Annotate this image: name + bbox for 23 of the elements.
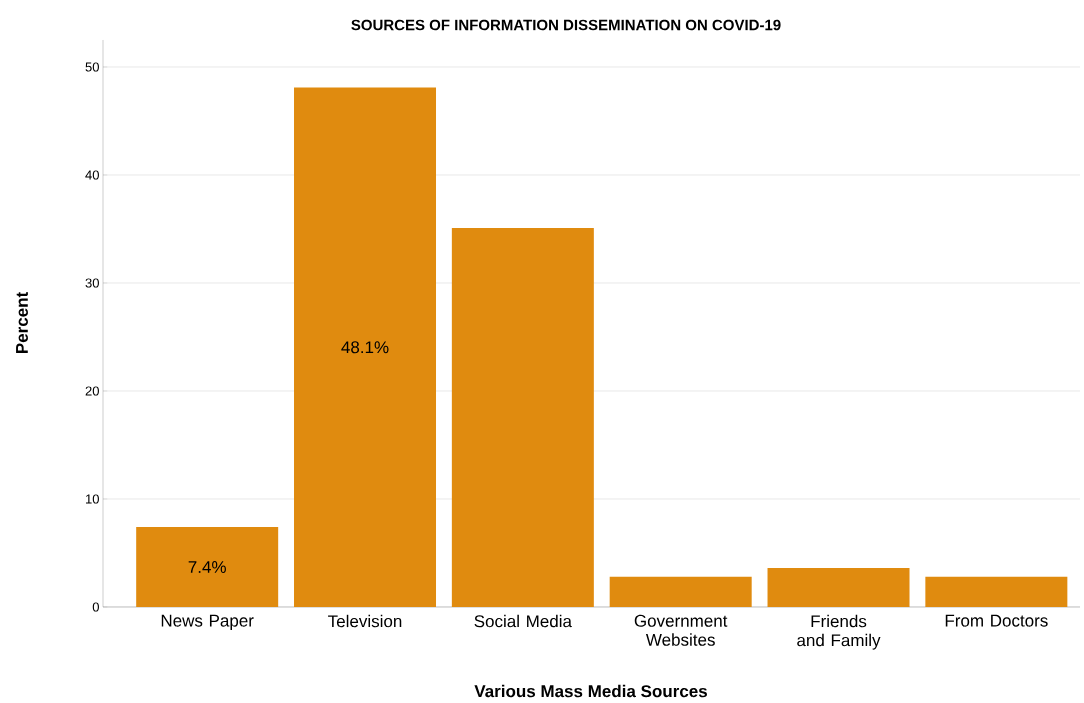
bar	[767, 568, 910, 607]
data-label: 7.4%	[188, 561, 226, 573]
x-axis-title: Various Mass Media Sources	[474, 684, 707, 698]
bar	[451, 227, 594, 607]
bar	[136, 527, 279, 607]
x-tick-label: Television	[328, 614, 402, 628]
bar	[609, 576, 752, 607]
data-label: 48.1%	[341, 341, 389, 354]
y-axis-title: Percent	[16, 292, 28, 354]
bar	[294, 87, 437, 607]
x-tick-label: Government Websites	[634, 614, 728, 646]
x-tick-label: News Paper	[161, 614, 254, 631]
x-tick-label: Social Media	[474, 614, 572, 628]
chart-title: SOURCES OF INFORMATION DISSEMINATION ON COVID-19	[351, 19, 781, 31]
y-tick-label: 50	[85, 62, 99, 72]
bar	[925, 576, 1068, 607]
x-tick-label: From Doctors	[945, 614, 1048, 627]
y-tick-label: 40	[85, 170, 99, 180]
y-tick-label: 0	[92, 602, 99, 612]
y-tick-label: 10	[86, 494, 99, 504]
x-tick-label: Friends and Family	[797, 614, 881, 650]
y-tick-label: 20	[85, 386, 99, 396]
y-tick-label: 30	[85, 278, 99, 288]
